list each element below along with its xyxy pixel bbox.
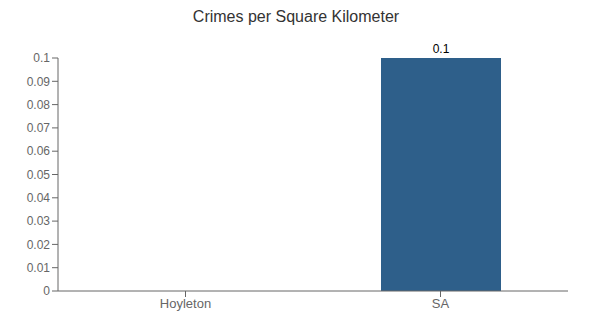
svg-text:0.09: 0.09 xyxy=(27,75,51,89)
svg-text:0.02: 0.02 xyxy=(27,238,51,252)
svg-text:0.08: 0.08 xyxy=(27,98,51,112)
svg-text:0: 0 xyxy=(43,284,50,298)
svg-text:SA: SA xyxy=(432,296,450,311)
svg-text:0.03: 0.03 xyxy=(27,214,51,228)
svg-text:0.01: 0.01 xyxy=(27,261,51,275)
html-text:Crimes per Square Kilometer: Crimes per Square Kilometer xyxy=(192,8,400,25)
svg-text:0.1: 0.1 xyxy=(33,51,50,65)
svg-text:0.07: 0.07 xyxy=(27,121,51,135)
svg-text:0.06: 0.06 xyxy=(27,144,51,158)
svg-text:Hoyleton: Hoyleton xyxy=(160,296,211,311)
svg-text:0.05: 0.05 xyxy=(27,168,51,182)
svg-text:0.1: 0.1 xyxy=(433,42,450,56)
svg-text:0.04: 0.04 xyxy=(27,191,51,205)
